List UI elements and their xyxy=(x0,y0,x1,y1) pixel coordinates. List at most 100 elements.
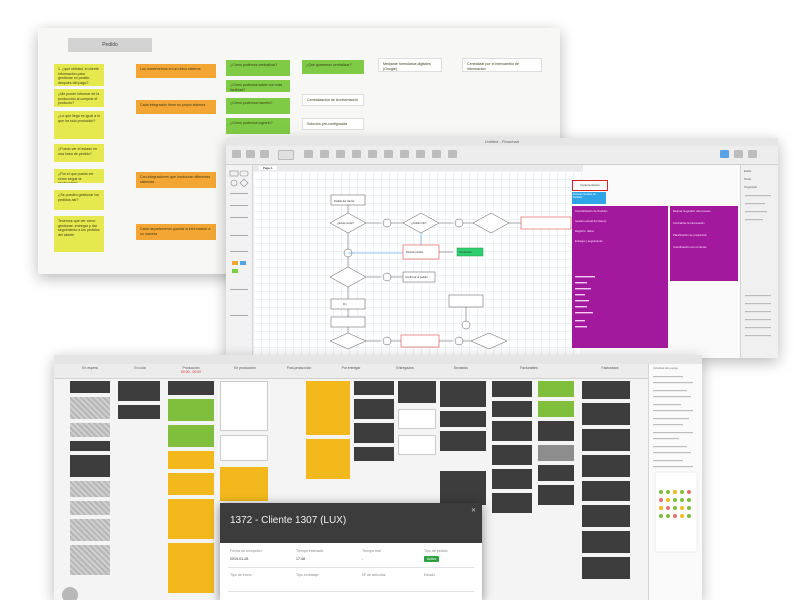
zoom-select[interactable] xyxy=(278,150,294,160)
order-card[interactable] xyxy=(354,381,394,395)
format-tab-style[interactable]: Estilo xyxy=(744,169,752,173)
flow-node-label: Pedido del cliente xyxy=(334,199,355,203)
page-tabs[interactable]: Page-1 xyxy=(253,165,583,171)
calendar-widget xyxy=(654,471,698,553)
order-card[interactable] xyxy=(492,469,532,489)
order-card[interactable] xyxy=(168,399,214,421)
toolbar-button[interactable] xyxy=(320,150,329,158)
order-card[interactable] xyxy=(538,445,574,461)
order-card[interactable] xyxy=(168,381,214,395)
order-card[interactable] xyxy=(70,455,110,477)
order-card[interactable] xyxy=(220,467,268,501)
order-card[interactable] xyxy=(306,381,350,435)
order-card[interactable] xyxy=(398,409,436,429)
field-label: Estado xyxy=(424,573,436,577)
order-card[interactable] xyxy=(168,451,214,469)
order-card[interactable] xyxy=(70,381,110,393)
toolbar-button[interactable] xyxy=(400,150,409,158)
window-title: Untitled - Flowchart xyxy=(226,138,778,146)
sticky-note: ¿Puedo ver el estado en una línea de ped… xyxy=(54,144,104,162)
tab-page-1[interactable]: Page-1 xyxy=(259,166,277,170)
toolbar-button[interactable] xyxy=(734,150,743,158)
order-card[interactable] xyxy=(220,435,268,461)
order-card[interactable] xyxy=(582,455,630,477)
toolbar-button[interactable] xyxy=(368,150,377,158)
order-card[interactable] xyxy=(168,499,214,539)
order-card[interactable] xyxy=(582,505,630,527)
order-card[interactable] xyxy=(168,543,214,593)
order-card[interactable] xyxy=(538,401,574,417)
toolbar-button[interactable] xyxy=(448,150,457,158)
order-card[interactable] xyxy=(70,397,110,419)
field-value[interactable]: 17:48 xyxy=(296,557,305,561)
order-card[interactable] xyxy=(582,557,630,579)
toolbar-button[interactable] xyxy=(260,150,269,158)
order-card[interactable] xyxy=(582,381,630,399)
order-card[interactable] xyxy=(492,401,532,417)
flow-decision xyxy=(472,212,510,234)
sidebar-title: Actividad del equipo xyxy=(653,366,679,370)
order-card[interactable] xyxy=(538,485,574,505)
flow-node-label: ¿Existe stock? xyxy=(337,221,354,225)
order-card[interactable] xyxy=(398,381,436,403)
order-card[interactable] xyxy=(398,435,436,455)
toolbar-button[interactable] xyxy=(748,150,757,158)
toolbar-button[interactable] xyxy=(336,150,345,158)
chat-bubble-button[interactable] xyxy=(62,587,78,600)
column-header: En espera xyxy=(82,366,98,370)
flow-decision xyxy=(329,332,367,350)
diagram-canvas[interactable]: Pedido del cliente ¿Existe stock? ¿Pedid… xyxy=(253,171,583,358)
format-tab-text[interactable]: Texto xyxy=(744,177,752,181)
order-card[interactable] xyxy=(492,445,532,465)
order-card[interactable] xyxy=(538,381,574,397)
order-card[interactable] xyxy=(538,465,574,481)
order-card[interactable] xyxy=(582,481,630,501)
order-card[interactable] xyxy=(118,381,160,401)
flowchart: Pedido del cliente ¿Existe stock? ¿Pedid… xyxy=(329,194,572,350)
format-options[interactable] xyxy=(741,195,778,355)
order-card[interactable] xyxy=(354,447,394,461)
close-icon[interactable]: ✕ xyxy=(470,508,476,514)
order-card[interactable] xyxy=(538,421,574,441)
order-card[interactable] xyxy=(70,481,110,497)
sticky-note: Solución pre-configurada xyxy=(302,118,364,130)
order-card[interactable] xyxy=(492,493,532,513)
activity-feed[interactable] xyxy=(649,364,702,600)
order-card[interactable] xyxy=(70,423,110,437)
order-card[interactable] xyxy=(440,431,486,451)
format-tab-arrange[interactable]: Organizar xyxy=(744,185,758,189)
field-value[interactable]: 2019-01-28 xyxy=(230,557,249,561)
order-card[interactable] xyxy=(70,545,110,575)
order-card[interactable] xyxy=(492,421,532,441)
order-card[interactable] xyxy=(168,473,214,495)
sticky-note: ¿Por el que puedo ver cómo seguir la pro… xyxy=(54,169,104,183)
order-card[interactable] xyxy=(582,531,630,553)
order-card[interactable] xyxy=(492,381,532,397)
order-card[interactable] xyxy=(70,501,110,515)
order-card[interactable] xyxy=(118,405,160,419)
toolbar-button[interactable] xyxy=(416,150,425,158)
order-card[interactable] xyxy=(440,471,486,505)
toolbar-button[interactable] xyxy=(384,150,393,158)
order-card[interactable] xyxy=(582,429,630,451)
order-card[interactable] xyxy=(582,403,630,425)
order-card[interactable] xyxy=(70,441,110,451)
order-card[interactable] xyxy=(440,381,486,407)
order-card[interactable] xyxy=(168,425,214,447)
column-header: Post-producción xyxy=(286,366,312,370)
order-card[interactable] xyxy=(220,381,268,431)
field-value[interactable]: - xyxy=(362,557,364,561)
toolbar-button[interactable] xyxy=(304,150,313,158)
order-card[interactable] xyxy=(306,439,350,479)
order-card[interactable] xyxy=(354,399,394,419)
toolbar-button[interactable] xyxy=(246,150,255,158)
planner-app-screenshot: En espera En cola Producción 00:00 - 00:0… xyxy=(54,355,702,600)
toolbar-button[interactable] xyxy=(232,150,241,158)
toolbar-button[interactable] xyxy=(352,150,361,158)
order-card[interactable] xyxy=(70,519,110,541)
toolbar-button[interactable] xyxy=(432,150,441,158)
order-card[interactable] xyxy=(440,411,486,427)
toolbar-button[interactable] xyxy=(720,150,729,158)
shape-palette[interactable] xyxy=(226,165,252,358)
order-card[interactable] xyxy=(354,423,394,443)
